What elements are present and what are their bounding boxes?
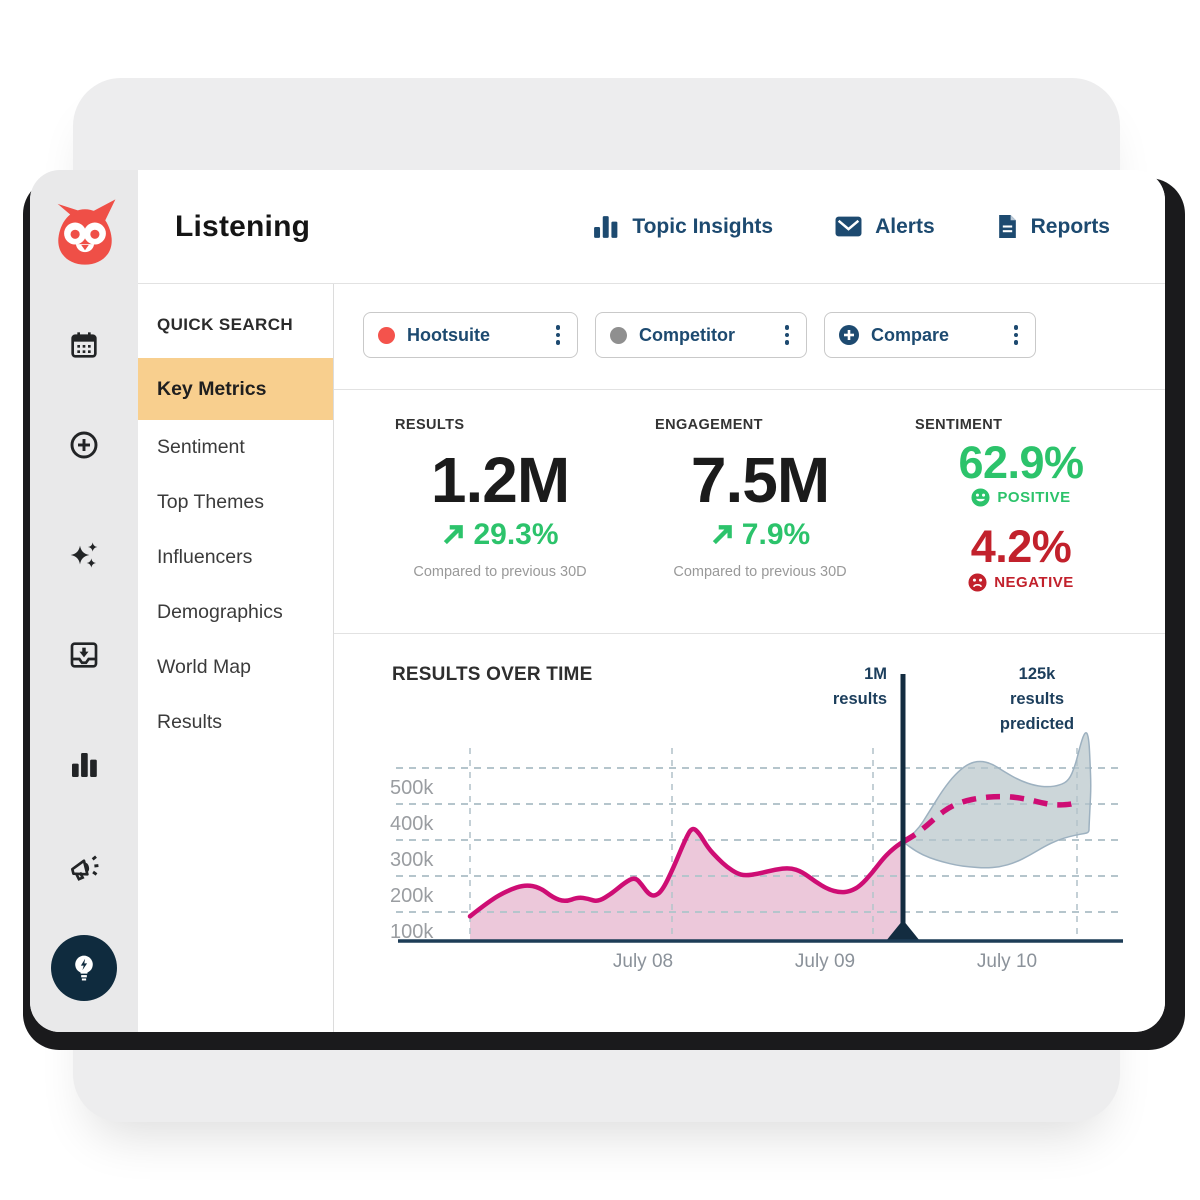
negative-label: NEGATIVE <box>994 573 1074 591</box>
main-content: Hootsuite Competitor Compare <box>334 284 1165 1032</box>
positive-sentiment-value: 62.9% <box>958 437 1084 488</box>
metric-caption: Compared to previous 30D <box>413 564 587 581</box>
nav-reports[interactable]: Reports <box>997 214 1110 239</box>
app-window: Listening Topic Insights <box>30 170 1165 1032</box>
svg-text:July 10: July 10 <box>977 951 1037 972</box>
quick-search-heading: QUICK SEARCH <box>157 315 294 334</box>
sidebar-item-key-metrics[interactable]: Key Metrics <box>138 358 333 420</box>
megaphone-icon[interactable] <box>68 852 100 884</box>
metric-caption: Compared to previous 30D <box>673 564 847 581</box>
kebab-menu-icon[interactable] <box>1012 321 1021 349</box>
sidebar-item-world-map[interactable]: World Map <box>157 656 251 678</box>
negative-sentiment-value: 4.2% <box>970 521 1072 573</box>
nav-label: Topic Insights <box>632 214 774 238</box>
pill-label: Competitor <box>639 324 735 345</box>
negative-sentiment-row: NEGATIVE <box>915 572 1127 592</box>
svg-text:300k: 300k <box>390 849 434 871</box>
nav-alerts[interactable]: Alerts <box>835 215 935 239</box>
nav-label: Alerts <box>875 214 935 238</box>
metric-label: SENTIMENT <box>915 417 1003 433</box>
sidebar-item-demographics[interactable]: Demographics <box>157 601 283 623</box>
metric-change: 7.9% <box>655 518 865 552</box>
current-results-annotation: 1M results <box>832 665 887 708</box>
icon-sidebar <box>30 170 138 1032</box>
chart-title: RESULTS OVER TIME <box>392 664 593 685</box>
plus-circle-icon[interactable] <box>68 429 100 461</box>
analytics-bars-icon[interactable] <box>68 749 100 781</box>
sparkles-icon[interactable] <box>68 539 100 571</box>
svg-text:400k: 400k <box>390 813 434 835</box>
quick-search-panel: QUICK SEARCH Key Metrics Sentiment Top T… <box>138 284 334 1032</box>
sidebar-item-sentiment[interactable]: Sentiment <box>157 436 245 458</box>
header: Listening Topic Insights <box>138 170 1165 284</box>
document-icon <box>997 214 1018 239</box>
metric-sentiment: SENTIMENT 62.9% POSITIVE 4.2% <box>915 417 1127 633</box>
competitor-dot-icon <box>610 326 627 344</box>
kebab-menu-icon[interactable] <box>783 321 792 349</box>
trend-up-icon <box>441 523 465 547</box>
svg-text:July 09: July 09 <box>795 951 855 972</box>
envelope-icon <box>835 216 862 237</box>
change-value: 7.9% <box>741 518 811 552</box>
metric-results: RESULTS 1.2M 29.3% Compared to previous … <box>395 417 605 633</box>
top-nav: Topic Insights Alerts <box>593 214 1110 239</box>
change-value: 29.3% <box>473 518 559 552</box>
predicted-results-annotation: 125k results predicted <box>999 665 1075 733</box>
bar-chart-icon <box>593 215 619 239</box>
filter-pill-competitor[interactable]: Competitor <box>595 312 807 358</box>
sidebar-item-influencers[interactable]: Influencers <box>157 546 253 568</box>
svg-text:200k: 200k <box>390 885 434 907</box>
compare-pill[interactable]: Compare <box>824 312 1036 358</box>
frowny-face-icon <box>968 572 987 592</box>
pill-label: Compare <box>871 324 950 345</box>
filter-pill-hootsuite[interactable]: Hootsuite <box>363 312 578 358</box>
positive-sentiment-row: POSITIVE <box>915 488 1127 507</box>
metric-value: 7.5M <box>690 444 830 516</box>
page-title: Listening <box>175 209 311 243</box>
metric-value: 1.2M <box>430 444 570 516</box>
svg-text:500k: 500k <box>390 777 434 799</box>
hootsuite-logo[interactable] <box>47 194 123 270</box>
hootsuite-dot-icon <box>378 326 395 344</box>
svg-text:100k: 100k <box>390 921 434 943</box>
positive-label: POSITIVE <box>997 489 1071 507</box>
pill-label: Hootsuite <box>407 324 490 345</box>
sidebar-item-results[interactable]: Results <box>157 711 223 733</box>
metric-label: ENGAGEMENT <box>655 417 763 433</box>
lightbulb-button[interactable] <box>51 935 117 1001</box>
chart-canvas: 500k 400k 300k 200k 100k July 08 July 09 July 1… <box>390 674 1123 972</box>
inbox-download-icon[interactable] <box>68 639 100 671</box>
metric-label: RESULTS <box>395 417 465 433</box>
calendar-icon[interactable] <box>68 329 100 361</box>
nav-label: Reports <box>1030 214 1110 238</box>
metrics-row: RESULTS 1.2M 29.3% Compared to previous … <box>334 390 1165 634</box>
sidebar-item-top-themes[interactable]: Top Themes <box>157 491 264 513</box>
smiley-face-icon <box>971 488 990 507</box>
metric-engagement: ENGAGEMENT 7.5M 7.9% Compared to previou… <box>655 417 865 633</box>
results-over-time-chart: RESULTS OVER TIME 1M results 125k result… <box>334 634 1165 1032</box>
plus-circle-icon <box>839 325 859 345</box>
nav-topic-insights[interactable]: Topic Insights <box>593 215 773 239</box>
svg-text:July 08: July 08 <box>613 951 673 972</box>
metric-change: 29.3% <box>395 518 605 552</box>
filter-pills-row: Hootsuite Competitor Compare <box>334 284 1165 390</box>
kebab-menu-icon[interactable] <box>554 321 563 349</box>
trend-up-icon <box>710 523 734 547</box>
lightbulb-icon <box>75 955 93 981</box>
